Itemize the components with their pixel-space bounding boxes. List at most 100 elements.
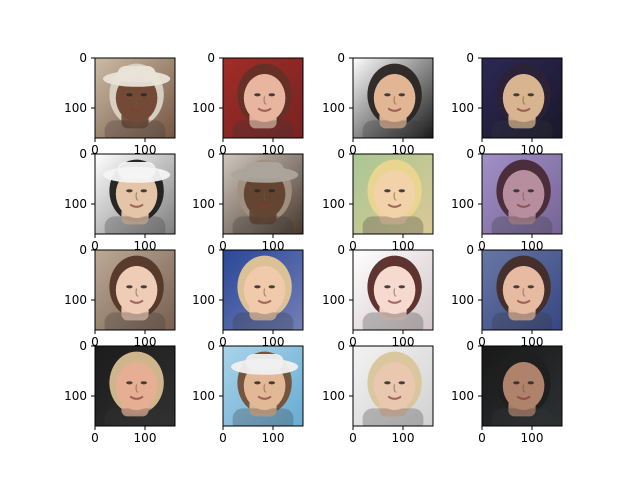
nose-shape [263,192,267,201]
face-image [95,250,175,330]
x-tick-label: 0 [219,239,227,253]
hat-crown [245,354,284,370]
y-tick-label: 100 [451,101,474,115]
mouth-shape [129,107,144,112]
mouth-shape [516,203,531,208]
face-image [223,58,303,138]
y-tick-label: 100 [192,101,215,115]
axes-frame [481,57,563,139]
y-tick-label: 0 [337,51,345,65]
image-haze [95,154,175,234]
nose-shape [135,288,139,297]
axes-frame [481,153,563,235]
eye-icon [140,285,147,289]
nose-shape [135,96,139,105]
face-image [223,250,303,330]
nose-shape [522,288,526,297]
image-haze [95,346,175,426]
eye-icon [527,285,534,289]
shoulders-shape [491,408,553,426]
eye-icon [398,285,405,289]
eye-icon [513,381,520,385]
nose-shape [393,192,397,201]
eye-icon [126,285,133,289]
axes-frame [352,153,434,235]
eye-icon [398,381,405,385]
y-tick-label: 0 [466,51,474,65]
eye-icon [384,285,391,289]
eye-icon [384,93,391,97]
eye-icon [126,93,133,97]
shoulders-shape [232,120,294,138]
x-tick-label: 0 [349,143,357,157]
axes-frame [352,57,434,139]
image-haze [353,154,433,234]
axes-frame [94,57,176,139]
nose-shape [393,96,397,105]
nose-shape [263,288,267,297]
axes-frame [222,57,304,139]
shoulders-shape [232,216,294,234]
hat-crown [117,66,156,82]
y-tick-label: 0 [337,243,345,257]
x-tick-label: 0 [91,335,99,349]
x-tick-label: 0 [91,239,99,253]
eye-icon [268,189,275,193]
eye-icon [140,93,147,97]
y-tick-label: 0 [79,243,87,257]
mouth-shape [387,299,402,304]
nose-shape [263,96,267,105]
x-tick-label: 0 [349,239,357,253]
face-image [223,154,303,234]
mouth-shape [257,107,272,112]
shoulders-shape [362,408,424,426]
eye-icon [268,381,275,385]
x-tick-label: 0 [219,335,227,349]
nose-shape [135,384,139,393]
x-tick-label: 0 [478,335,486,349]
mouth-shape [257,203,272,208]
axes-frame [352,249,434,331]
image-haze [223,58,303,138]
y-tick-label: 100 [322,101,345,115]
image-haze [95,250,175,330]
mouth-shape [129,203,144,208]
x-tick-label: 0 [219,143,227,157]
nose-shape [135,192,139,201]
axes-frame [481,249,563,331]
axes-frame [222,153,304,235]
shoulders-shape [104,408,166,426]
mouth-shape [516,395,531,400]
eye-icon [527,93,534,97]
shoulders-shape [104,312,166,330]
axes-frame [222,249,304,331]
y-tick-label: 0 [466,147,474,161]
y-tick-label: 100 [64,293,87,307]
y-tick-label: 100 [64,389,87,403]
mouth-shape [129,299,144,304]
face-image [353,154,433,234]
y-tick-label: 100 [451,197,474,211]
eye-icon [254,381,261,385]
shoulders-shape [491,216,553,234]
face-image [482,250,562,330]
shoulders-shape [362,312,424,330]
face-image [482,58,562,138]
face-image [482,346,562,426]
shoulders-shape [104,120,166,138]
x-tick-label: 0 [349,431,357,445]
image-haze [353,58,433,138]
axes-frame [481,345,563,427]
eye-icon [384,381,391,385]
face-image [95,346,175,426]
hat-crown [245,162,284,178]
eye-icon [254,285,261,289]
face-image [95,154,175,234]
x-tick-label: 0 [91,143,99,157]
